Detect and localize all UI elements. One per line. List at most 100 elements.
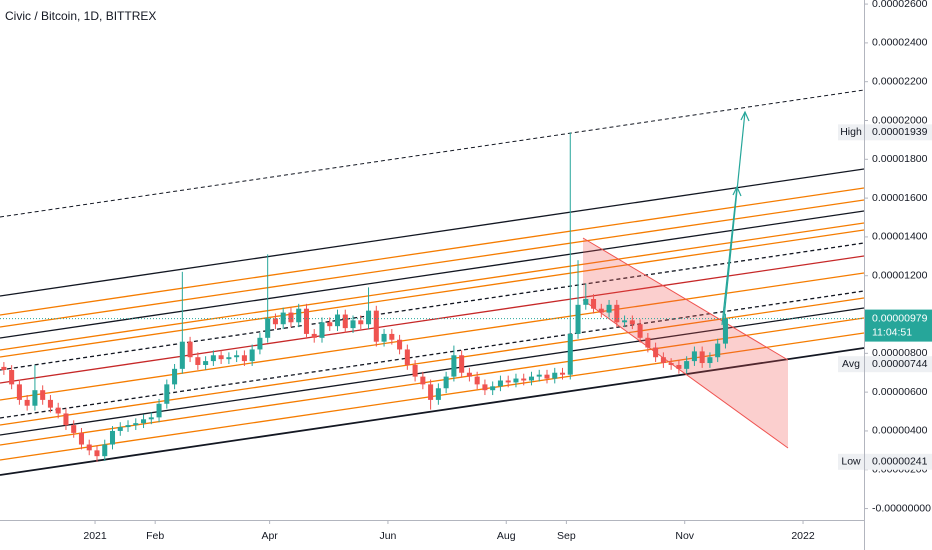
- trend-line: [0, 290, 864, 419]
- y-tick-label: 0.00001400: [872, 231, 928, 243]
- plot-area: [0, 89, 864, 476]
- candle-body: [598, 308, 604, 313]
- candle-body: [234, 355, 240, 358]
- candle-body: [660, 357, 666, 364]
- trend-line: [0, 210, 864, 339]
- marker-name: High: [840, 126, 862, 138]
- candle-body: [715, 343, 721, 358]
- candle-body: [397, 339, 403, 350]
- candle-body: [513, 378, 519, 383]
- candle-body: [179, 341, 185, 369]
- trend-line: [0, 222, 864, 351]
- candle-body: [141, 419, 147, 424]
- trend-line: [0, 272, 864, 401]
- candle-body: [195, 357, 201, 365]
- trend-line: [0, 168, 864, 297]
- candle-body: [40, 390, 46, 400]
- candle-body: [699, 351, 705, 364]
- y-tick-label: 0.00000600: [872, 386, 928, 398]
- candle-body: [303, 308, 309, 334]
- candle-body: [148, 417, 154, 420]
- candle-body: [622, 320, 628, 323]
- marker-name-box: [838, 356, 864, 373]
- candle-body: [497, 380, 503, 387]
- x-tick-label: Nov: [675, 530, 694, 542]
- candle-body: [676, 364, 682, 369]
- candle-body: [358, 320, 364, 325]
- candle-body: [117, 427, 123, 431]
- candle-body: [583, 299, 589, 305]
- candle-body: [575, 304, 581, 334]
- y-tick-label: 0.00002000: [872, 114, 928, 126]
- candle-body: [172, 368, 178, 385]
- candle-body: [86, 444, 92, 451]
- candle-body: [536, 374, 542, 377]
- candle-body: [226, 357, 232, 360]
- marker-name-box: [838, 124, 864, 141]
- trend-line: [0, 307, 864, 436]
- channel-edge: [582, 237, 789, 361]
- x-tick-label: Feb: [146, 530, 164, 542]
- y-tick-label: 0.00000400: [872, 425, 928, 437]
- forecast-arrow: [723, 111, 746, 319]
- candle-body: [342, 314, 348, 329]
- candle-body: [629, 320, 635, 325]
- candle-body: [366, 310, 372, 325]
- marker-value-box: [865, 356, 932, 373]
- candle-body: [544, 374, 550, 379]
- candle-body: [102, 444, 108, 457]
- candle-body: [218, 355, 224, 360]
- x-tick-label: 2022: [791, 530, 815, 542]
- candle-body: [645, 337, 651, 348]
- y-tick-label: 0.00001600: [872, 192, 928, 204]
- y-tick-label: -0.00000000: [872, 502, 931, 514]
- candle-body: [691, 351, 697, 362]
- candle-body: [319, 322, 325, 338]
- candle-body: [350, 320, 356, 329]
- candle-body: [591, 299, 597, 309]
- candle-body: [210, 355, 216, 362]
- candle-body: [327, 322, 333, 327]
- candle-body: [311, 333, 317, 338]
- candle-body: [528, 376, 534, 381]
- candle-body: [1, 366, 7, 371]
- channel-box: [583, 238, 788, 448]
- candle-body: [249, 349, 255, 362]
- candle-body: [606, 304, 612, 313]
- candle-body: [707, 357, 713, 364]
- y-tick-label: 0.00001200: [872, 269, 928, 281]
- x-tick-label: Apr: [261, 530, 278, 542]
- y-tick-label: 0.00000800: [872, 347, 928, 359]
- candle-body: [164, 384, 170, 404]
- candle-body: [32, 390, 38, 406]
- countdown: 11:04:51: [872, 326, 912, 338]
- candle-body: [668, 363, 674, 365]
- candle-body: [389, 333, 395, 340]
- candle-body: [490, 386, 496, 391]
- candle-body: [412, 364, 418, 377]
- marker-value-box: [865, 453, 932, 470]
- candle-body: [71, 425, 77, 433]
- arrow-head: [732, 185, 742, 197]
- marker-name: Avg: [842, 358, 860, 370]
- marker-label: 0.00000241: [872, 456, 928, 468]
- candle-body: [505, 380, 511, 383]
- candle-body: [373, 310, 379, 342]
- candle-body: [614, 304, 620, 323]
- candle-body: [109, 430, 116, 445]
- candle-body: [559, 372, 566, 375]
- candle-body: [428, 384, 434, 400]
- trend-line: [0, 229, 864, 358]
- y-tick-label: 0.00001800: [872, 153, 928, 165]
- candle-body: [94, 450, 100, 457]
- chart-title: Civic / Bitcoin, 1D, BITTREX: [5, 9, 156, 23]
- x-tick-label: Sep: [557, 530, 576, 542]
- y-tick-label: 0.00002600: [872, 0, 928, 10]
- candle-body: [125, 425, 131, 428]
- candle-body: [55, 407, 61, 414]
- candle-body: [404, 349, 410, 365]
- candle-body: [156, 403, 162, 418]
- trend-line: [0, 89, 864, 218]
